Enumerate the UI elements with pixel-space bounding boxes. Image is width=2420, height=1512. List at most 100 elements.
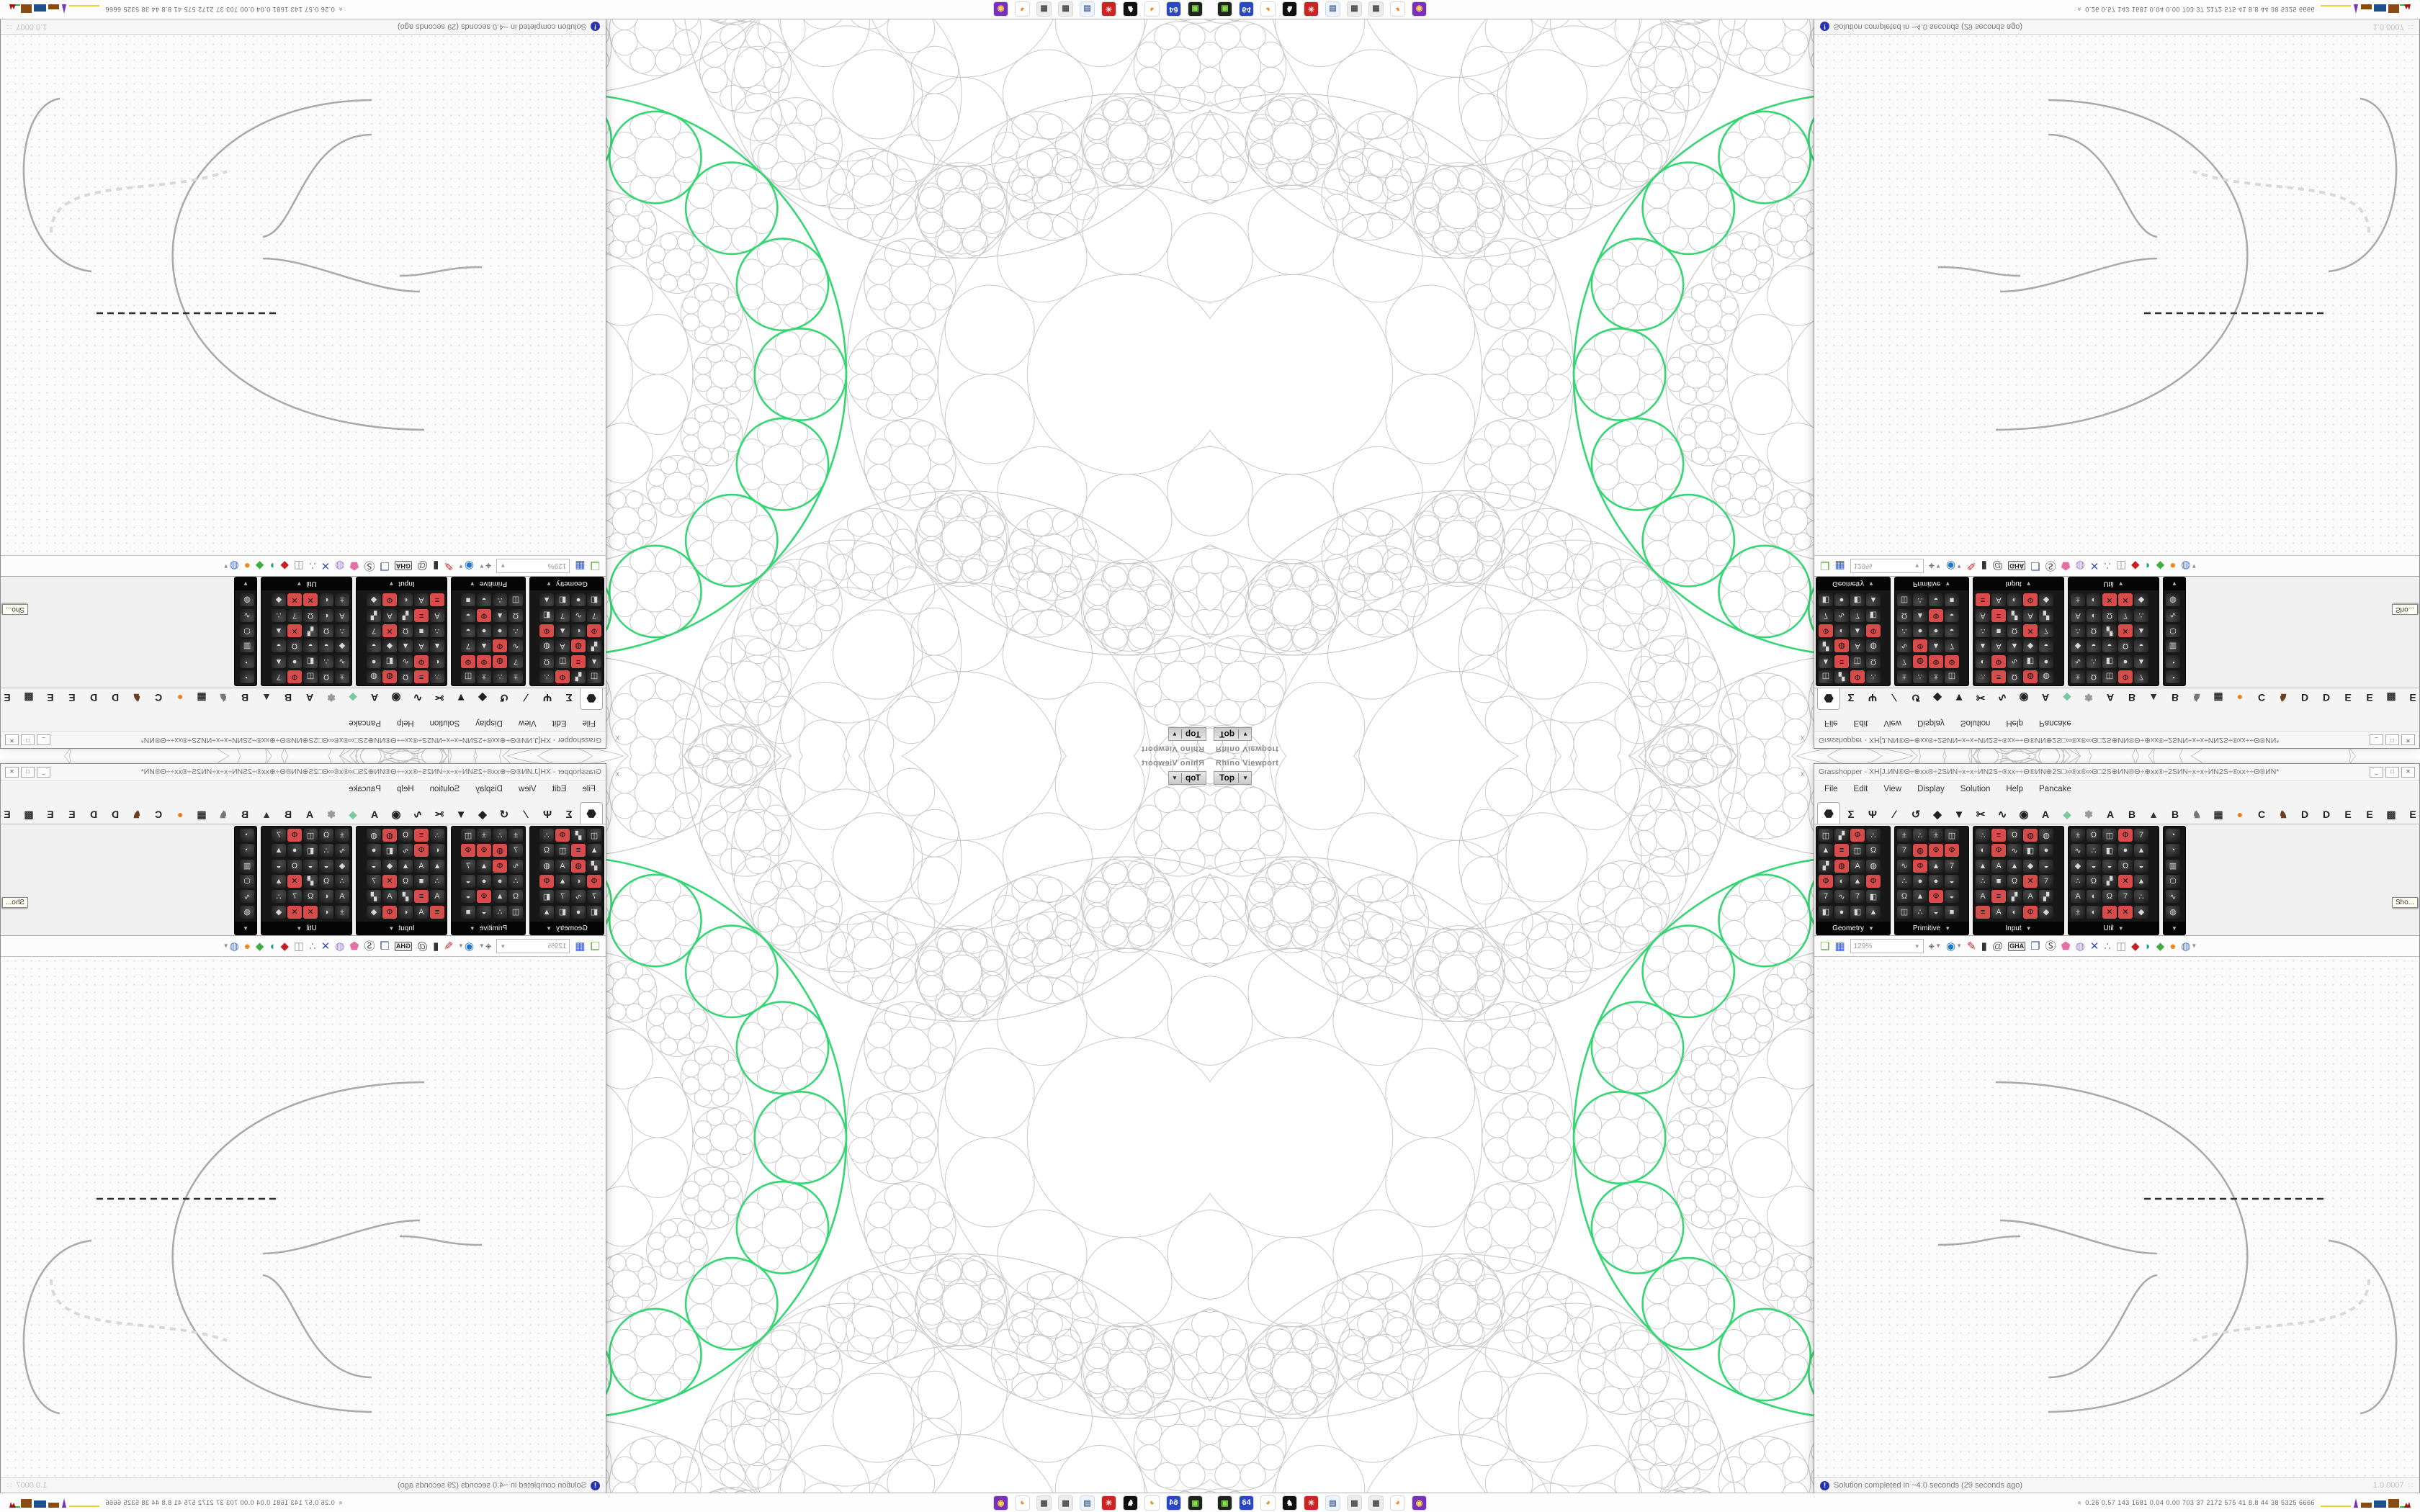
canvas-zoom-select[interactable]: 129% ▼ [496,939,570,953]
component-icon[interactable]: ∴ [493,593,507,607]
component-icon[interactable]: ∿ [1897,639,1912,653]
category-tab-icon[interactable]: ◉ [2019,809,2029,821]
grasshopper-title-bar[interactable]: Grasshopper - XH[J.ИN®Θ÷⊕xx®÷2SИN÷x÷x÷ИN… [1814,764,2419,780]
component-icon[interactable]: Ω [539,844,554,858]
plugin-tab[interactable]: B [241,809,249,820]
menu-solution[interactable]: Solution [1960,719,1991,727]
component-icon[interactable]: Φ [1929,844,1943,858]
component-icon[interactable]: ∴ [1897,624,1912,638]
component-icon[interactable]: ▞ [2102,874,2117,888]
maximize-button[interactable]: □ [21,734,35,746]
component-icon[interactable]: ∿ [1897,859,1912,873]
component-icon[interactable]: ◒ [272,639,286,653]
component-icon[interactable]: Φ [287,829,302,842]
component-icon[interactable]: ▥ [2166,639,2180,653]
component-icon[interactable]: Φ [2118,670,2133,683]
component-icon[interactable]: ◫ [555,844,570,858]
green-gem-icon[interactable]: ◆ [255,559,264,572]
firefox-icon-2[interactable]: ◕ [1016,2,1029,17]
component-icon[interactable]: ∿ [240,890,254,904]
component-icon[interactable]: ● [493,874,507,888]
help-bag-icon[interactable]: ⬟ [2061,559,2071,572]
plugin-tab[interactable]: E [2366,809,2373,820]
component-icon[interactable]: ● [493,624,507,638]
component-icon[interactable]: ▲ [587,844,601,858]
plugin-tab[interactable]: ▦ [197,692,207,704]
component-icon[interactable]: ◫ [461,670,475,683]
component-icon[interactable]: ◍ [382,670,397,683]
component-icon[interactable]: ◫ [1850,844,1865,858]
component-icon[interactable]: ◒ [2039,639,2053,653]
finder-icon[interactable]: Ⓢ [364,559,375,572]
component-icon[interactable]: ✕ [2023,874,2038,888]
plugin-tab[interactable]: B [284,809,292,820]
component-icon[interactable]: ⬡ [2166,874,2180,888]
palette-label-util[interactable]: Util ▼ [261,577,351,590]
component-icon[interactable]: ▲ [1913,608,1927,622]
plugin-tab[interactable]: ♞ [2278,808,2288,820]
component-icon[interactable]: ∿ [2166,608,2180,622]
plugin-tab[interactable]: D [2300,809,2309,820]
floppy64-icon[interactable]: 64 [1167,1495,1180,1510]
component-icon[interactable]: ▲ [587,654,601,668]
component-icon[interactable]: ✕ [2023,624,2038,638]
internet-icon[interactable]: @ [1991,559,2004,572]
component-icon[interactable]: 7 [587,890,601,904]
component-icon[interactable]: ◍ [2023,829,2038,842]
component-icon[interactable]: ▲ [2134,844,2148,858]
category-tab-icon[interactable]: Σ [1847,691,1855,704]
component-icon[interactable]: ▞ [303,874,318,888]
plugin-tab[interactable]: ◆ [349,692,357,704]
component-icon[interactable]: ▞ [2007,608,2022,622]
plugin-tab[interactable]: E [2409,809,2416,820]
component-icon[interactable]: ◍ [1913,654,1927,668]
menu-pancake[interactable]: Pancake [2039,719,2071,727]
component-icon[interactable]: Ω [508,608,523,622]
menu-help[interactable]: Help [396,785,414,793]
component-icon[interactable]: ▲ [272,844,286,858]
emulator-icon[interactable]: ▣ [1188,2,1202,17]
component-icon[interactable]: ▲ [2134,624,2148,638]
plugin-tab[interactable]: ♞ [2278,692,2288,704]
sketch-pen-icon[interactable]: ✎ [1967,940,1976,953]
component-icon[interactable]: ∴ [272,608,286,622]
maze-icon-2[interactable]: ▦ [1369,1495,1383,1510]
component-icon[interactable]: ± [335,905,349,919]
plugin-tab[interactable]: ✽ [2084,692,2093,704]
category-tab-icon[interactable]: ◆ [478,809,487,821]
component-icon[interactable]: ● [2118,844,2133,858]
component-icon[interactable]: Ω [1897,890,1912,904]
component-icon[interactable]: ◐ [430,844,444,858]
category-tab-icon[interactable]: ✂ [434,691,444,703]
component-icon[interactable]: ± [1929,670,1943,683]
component-icon[interactable]: ◧ [303,844,318,858]
component-icon[interactable]: ◔ [2166,844,2180,858]
component-icon[interactable]: ◐ [571,624,586,638]
preview-eye-icon[interactable]: ◉ ▼ [457,940,474,953]
component-icon[interactable]: ∴ [1913,905,1927,919]
plugin-tab[interactable]: ▲ [261,809,272,820]
grasshopper-title-bar[interactable]: Grasshopper - XH[J.ИN®Θ÷⊕xx®÷2SИN÷x÷x÷ИN… [1814,732,2419,748]
component-icon[interactable]: ◆ [2039,905,2053,919]
component-icon[interactable]: 7 [1945,859,1959,873]
component-icon[interactable]: 7 [2134,670,2148,683]
component-icon[interactable]: ◒ [1945,608,1959,622]
plugin-tab[interactable]: ▲ [2148,692,2159,703]
component-icon[interactable]: 7 [587,608,601,622]
component-icon[interactable]: Ω [2087,874,2101,888]
exit-door-icon[interactable]: ▮ [1981,940,1987,953]
component-icon[interactable]: ≡ [1991,670,2006,683]
component-icon[interactable]: Ω [508,890,523,904]
component-icon[interactable]: ◍ [539,859,554,873]
shuffle-icon[interactable]: ✕ [321,559,331,572]
component-icon[interactable]: ◆ [2071,639,2085,653]
plugin-tab[interactable]: E [68,692,76,703]
component-icon[interactable]: ± [508,670,523,683]
component-icon[interactable]: ≡ [1991,829,2006,842]
component-icon[interactable]: A [430,608,444,622]
blue-balloon-icon[interactable]: ◍ ▼ [223,559,239,572]
maze-icon[interactable]: ▦ [1059,1495,1072,1510]
owl-icon[interactable]: ◉ [994,2,1008,17]
component-icon[interactable]: ▞ [571,829,586,842]
plugin-tab[interactable]: A [305,809,314,820]
